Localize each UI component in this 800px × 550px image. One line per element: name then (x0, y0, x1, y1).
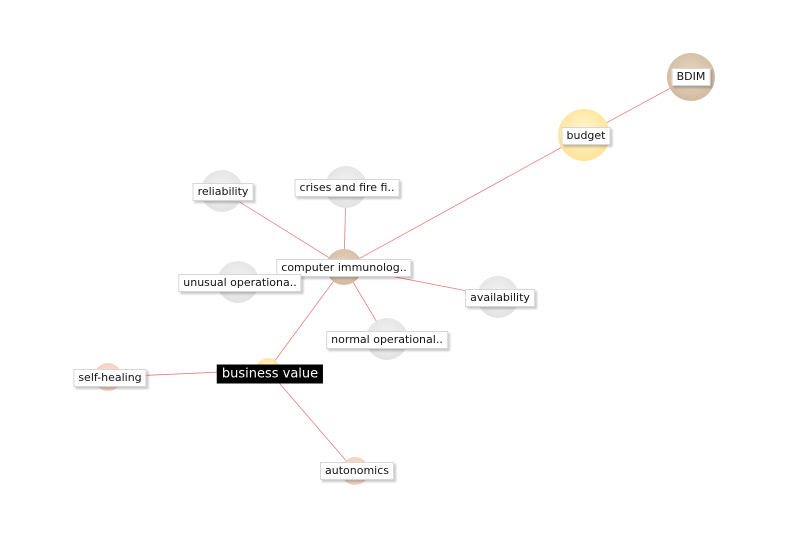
graph-edge-reliability-computer (222, 191, 344, 267)
node-label: normal operational.. (326, 331, 448, 349)
node-label: unusual operationa.. (178, 274, 301, 292)
node-label: budget (562, 127, 611, 145)
node-label: business value (217, 365, 323, 384)
node-label: autonomics (320, 462, 394, 480)
graph-edge-budget-computer (344, 135, 584, 267)
node-label: reliability (193, 183, 254, 201)
node-label: BDIM (672, 68, 711, 86)
node-label: self-healing (73, 369, 146, 387)
graph-edge-autonomics-business (268, 370, 355, 471)
node-label: availability (465, 289, 535, 307)
node-label: crises and fire fi.. (295, 179, 400, 197)
